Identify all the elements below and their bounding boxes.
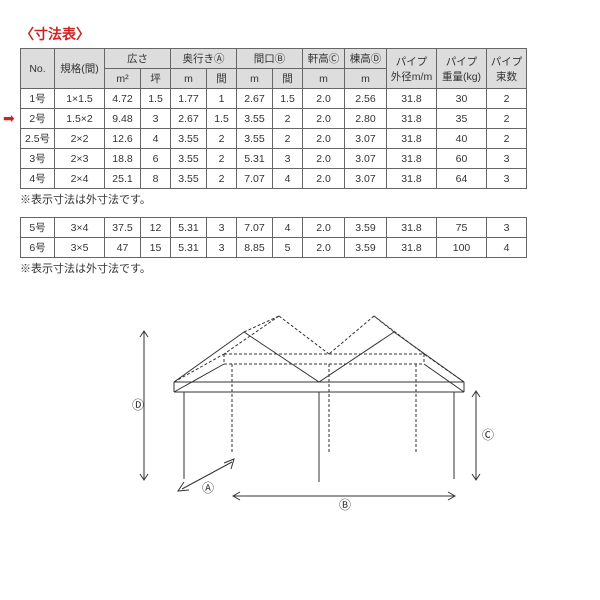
table-row: 2.5号2×212.643.5523.5522.03.0731.8402 xyxy=(21,129,527,149)
table-row: 2号1.5×29.4832.671.53.5522.02.8031.8352 xyxy=(21,109,527,129)
note-1: ※表示寸法は外寸法です。 xyxy=(20,191,588,207)
title: 〈寸法表〉 xyxy=(20,24,588,44)
dimension-table-2: 5号3×437.5125.3137.0742.03.5931.87536号3×5… xyxy=(20,217,527,258)
arrow-marker-icon: ➡ xyxy=(3,111,15,125)
svg-text:Ⓒ: Ⓒ xyxy=(482,428,494,442)
svg-text:Ⓓ: Ⓓ xyxy=(132,398,144,412)
table-row: 6号3×547155.3138.8552.03.5931.81004 xyxy=(21,238,527,258)
table-row: 4号2×425.183.5527.0742.03.0731.8643 xyxy=(21,169,527,189)
tent-diagram: Ⓓ Ⓒ Ⓐ Ⓑ xyxy=(20,304,588,514)
svg-text:Ⓑ: Ⓑ xyxy=(339,498,351,512)
note-2: ※表示寸法は外寸法です。 xyxy=(20,260,588,276)
table-row: 5号3×437.5125.3137.0742.03.5931.8753 xyxy=(21,218,527,238)
table-row: 1号1×1.54.721.51.7712.671.52.02.5631.8302 xyxy=(21,89,527,109)
svg-text:Ⓐ: Ⓐ xyxy=(202,481,214,495)
dimension-table-1: No.規格(間)広さ奥行きⒶ間口Ⓑ軒高Ⓒ棟高Ⓓパイプ 外径m/mパイプ 重量(k… xyxy=(20,48,527,189)
table-row: 3号2×318.863.5525.3132.03.0731.8603 xyxy=(21,149,527,169)
